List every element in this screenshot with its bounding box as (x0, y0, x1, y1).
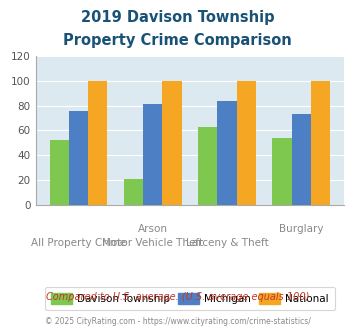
Bar (217, 101, 237, 205)
Bar (198, 127, 217, 205)
Text: Arson: Arson (138, 224, 168, 234)
Text: Larceny & Theft: Larceny & Theft (186, 238, 268, 248)
Text: © 2025 CityRating.com - https://www.cityrating.com/crime-statistics/: © 2025 CityRating.com - https://www.city… (45, 317, 310, 326)
Bar (88, 81, 108, 205)
Bar (69, 111, 88, 205)
Bar (143, 104, 163, 205)
Bar (237, 81, 256, 205)
Bar (50, 140, 69, 205)
Text: Property Crime Comparison: Property Crime Comparison (63, 33, 292, 48)
Text: Motor Vehicle Theft: Motor Vehicle Theft (102, 238, 203, 248)
Text: 2019 Davison Township: 2019 Davison Township (81, 10, 274, 25)
Text: Compared to U.S. average. (U.S. average equals 100): Compared to U.S. average. (U.S. average … (46, 292, 309, 302)
Bar (292, 114, 311, 205)
Bar (311, 81, 330, 205)
Text: All Property Crime: All Property Crime (31, 238, 126, 248)
Bar (163, 81, 182, 205)
Legend: Davison Township, Michigan, National: Davison Township, Michigan, National (44, 287, 335, 311)
Text: Burglary: Burglary (279, 224, 324, 234)
Bar (272, 138, 292, 205)
Bar (124, 179, 143, 205)
